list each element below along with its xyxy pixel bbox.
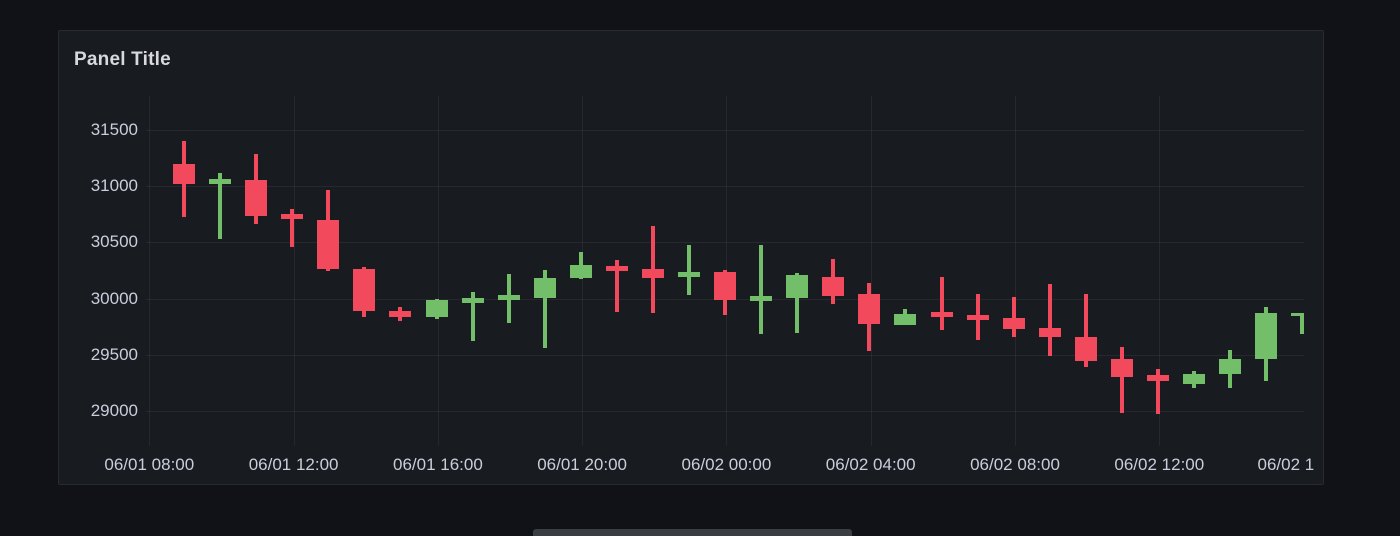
x-tick-label: 06/01 16:00	[392, 455, 483, 474]
y-tick-label: 30500	[90, 232, 138, 252]
x-tick-label: 06/02 1	[1257, 455, 1315, 474]
candle-wick	[687, 245, 691, 296]
gridline-vertical	[1159, 96, 1161, 446]
candle-body	[317, 220, 340, 270]
candle-body	[389, 310, 412, 317]
candle-body	[1219, 358, 1241, 375]
gridline-horizontal	[146, 354, 1304, 356]
candle-body	[1002, 317, 1025, 330]
candle-wick	[759, 244, 764, 335]
x-tick-label: 06/01 20:00	[537, 455, 627, 474]
x-tick-label: 06/02 04:00	[825, 455, 916, 474]
candle-body	[353, 269, 376, 311]
candle-body	[894, 314, 917, 325]
candle-body	[930, 311, 953, 317]
gridline-horizontal	[146, 186, 1304, 188]
plot-area[interactable]	[146, 96, 1304, 446]
gridline-horizontal	[146, 130, 1304, 131]
candle-body	[1291, 313, 1304, 317]
gridline-vertical	[149, 96, 151, 446]
x-tick-label: 06/02 08:00	[970, 455, 1060, 474]
candle-body	[1038, 327, 1061, 338]
candle-body	[1074, 337, 1097, 361]
candle-body	[461, 297, 484, 303]
candle-body	[569, 265, 592, 278]
gridline-horizontal	[146, 410, 1304, 412]
x-tick-label: 06/01 12:00	[248, 455, 339, 474]
candle-wick	[542, 270, 547, 348]
candle-wick	[1011, 296, 1016, 338]
candle-body	[605, 265, 628, 272]
gridline-vertical	[437, 96, 439, 446]
x-tick-label: 06/02 00:00	[681, 455, 772, 474]
candle-body	[786, 275, 809, 299]
candle-body	[966, 315, 989, 320]
gridline-vertical	[1015, 96, 1016, 446]
candle-body	[858, 294, 881, 324]
candle-wick	[218, 172, 223, 239]
candle-wick	[1083, 294, 1088, 367]
candle-body	[714, 271, 736, 301]
y-tick-label: 31500	[90, 120, 138, 139]
x-tick-label: 06/01 08:00	[104, 455, 195, 474]
candle-wick	[470, 292, 475, 342]
candle-body	[281, 214, 304, 219]
y-tick-label: 29500	[90, 344, 138, 364]
candle-body	[641, 268, 664, 279]
candle-body	[1146, 374, 1169, 382]
x-tick-label: 06/02 12:00	[1114, 455, 1205, 474]
candle-body	[822, 277, 845, 297]
candle-body	[173, 163, 195, 184]
candle-wick	[1047, 284, 1052, 357]
candle-body	[1183, 374, 1205, 384]
candle-body	[678, 271, 700, 278]
candle-body	[425, 300, 448, 318]
y-tick-label: 30000	[90, 288, 138, 308]
candle-body	[1110, 359, 1133, 378]
bottom-bar	[533, 529, 852, 536]
candle-wick	[290, 209, 295, 247]
gridline-vertical	[870, 96, 872, 446]
y-tick-label: 31000	[90, 176, 138, 196]
candle-body	[209, 178, 232, 184]
candle-body	[497, 295, 520, 301]
candle-wick	[1155, 369, 1160, 415]
panel-title: Panel Title	[74, 49, 171, 70]
candle-body	[533, 277, 556, 299]
y-tick-label: 29000	[90, 400, 138, 420]
panel-header[interactable]: Panel Title	[59, 31, 1323, 75]
gridline-vertical	[1303, 96, 1304, 446]
candle-body	[245, 180, 268, 216]
candle-wick	[795, 272, 800, 333]
panel: Panel Title 31500 31000 30500 30000 29500 290…	[58, 30, 1324, 485]
candle-wick	[614, 260, 619, 312]
gridline-vertical	[293, 96, 295, 446]
candle-wick	[1119, 347, 1124, 414]
candle-wick	[1300, 312, 1304, 334]
candle-body	[750, 296, 773, 302]
candle-body	[1255, 312, 1278, 359]
candle-wick	[939, 277, 944, 331]
gridline-horizontal	[146, 242, 1304, 244]
